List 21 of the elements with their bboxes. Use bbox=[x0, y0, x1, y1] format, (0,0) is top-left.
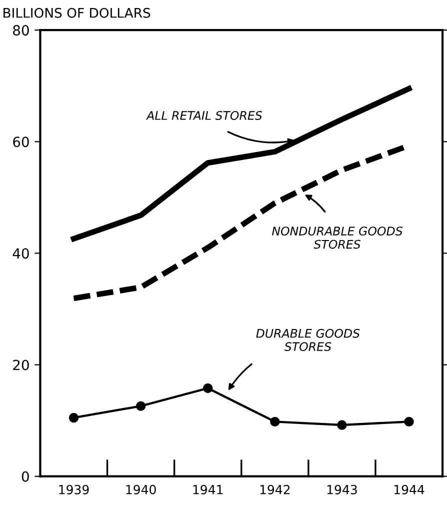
y-tick-label: 60 bbox=[13, 136, 29, 148]
series-label: NONDURABLE GOODS STORES bbox=[272, 226, 402, 249]
text: DURABLE GOODS STORES bbox=[256, 328, 360, 352]
y-tick-label: 80 bbox=[13, 25, 29, 36]
text: ALL RETAIL STORES bbox=[146, 111, 262, 120]
point bbox=[68, 412, 79, 423]
y-tick-label: 40 bbox=[12, 248, 29, 259]
x-tick-label: 1939 bbox=[59, 484, 89, 494]
x-tick-label: 1943 bbox=[327, 484, 357, 494]
point bbox=[337, 420, 347, 430]
point bbox=[202, 383, 213, 394]
point bbox=[136, 401, 146, 411]
y-axis-title: BILLIONS OF DOLLARS bbox=[4, 8, 150, 18]
y-tick-label: 0 bbox=[22, 471, 29, 482]
x-tick-label: 1940 bbox=[126, 484, 156, 494]
x-tick-label: 1941 bbox=[193, 484, 223, 494]
x-tick-label: 1944 bbox=[394, 484, 424, 494]
x-tick-label: 1942 bbox=[260, 484, 290, 494]
y-tick-label: 20 bbox=[13, 360, 29, 370]
point bbox=[404, 416, 414, 427]
point bbox=[270, 416, 280, 427]
